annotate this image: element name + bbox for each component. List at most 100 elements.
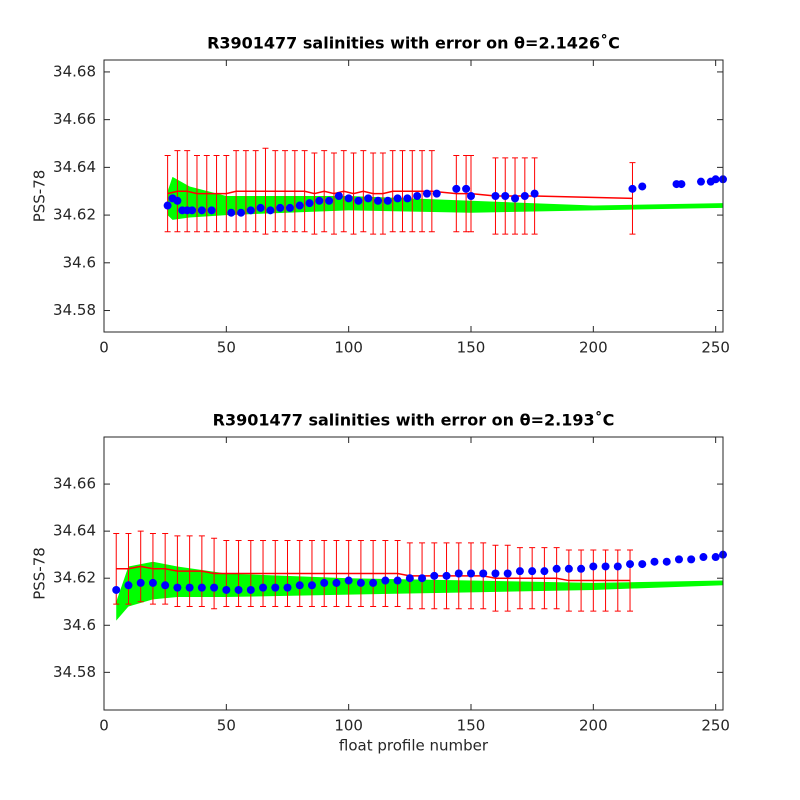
float-point [307, 581, 316, 590]
float-point [276, 203, 285, 212]
float-point [234, 585, 243, 594]
float-point [344, 576, 353, 585]
float-point [699, 553, 708, 562]
float-point [227, 208, 236, 217]
float-point [285, 203, 294, 212]
float-point [207, 206, 216, 215]
float-point [334, 192, 343, 200]
float-point [161, 581, 170, 590]
float-point [711, 175, 720, 184]
float-point [383, 196, 392, 205]
plot-content [163, 147, 727, 235]
float-point [320, 578, 329, 587]
float-point [422, 189, 431, 198]
float-point [552, 564, 561, 573]
chart-title: R3901477 salinities with error on θ=2.14… [207, 34, 620, 53]
float-point [540, 567, 549, 576]
y-tick-label: 34.6 [63, 616, 96, 634]
float-point [393, 576, 402, 585]
float-point [315, 196, 324, 205]
float-point [112, 585, 121, 594]
float-point [405, 574, 414, 583]
float-point [210, 583, 219, 592]
float-point [628, 184, 637, 193]
float-point [259, 583, 268, 592]
y-tick-label: 34.62 [53, 569, 96, 587]
float-point [381, 576, 390, 585]
calibrated-band [116, 561, 723, 621]
y-tick-label: 34.58 [53, 663, 96, 681]
float-point [354, 196, 363, 205]
float-point [173, 583, 182, 592]
x-tick-label: 50 [217, 339, 236, 357]
x-tick-label: 0 [99, 717, 109, 735]
y-tick-label: 34.68 [53, 62, 96, 80]
float-point [295, 201, 304, 210]
float-point [564, 564, 573, 573]
float-point [430, 571, 439, 580]
float-point [638, 182, 647, 191]
float-point [511, 194, 520, 203]
axes-frame [103, 436, 724, 711]
float-point [295, 581, 304, 590]
float-point [369, 578, 378, 587]
float-point [197, 206, 206, 215]
float-point [344, 194, 353, 203]
float-point [650, 557, 659, 566]
x-tick-label: 200 [579, 717, 608, 735]
y-tick-label: 34.66 [53, 475, 96, 493]
x-tick-label: 250 [701, 717, 730, 735]
float-point [246, 206, 255, 215]
x-tick-label: 150 [457, 339, 486, 357]
y-tick-label: 34.6 [63, 253, 96, 271]
float-point [454, 569, 463, 578]
float-point [418, 574, 427, 583]
float-point [442, 571, 451, 580]
float-point [452, 184, 461, 193]
float-point [403, 194, 412, 203]
float-point [364, 194, 373, 203]
calibrated-band [167, 176, 723, 220]
float-point [626, 560, 635, 569]
float-point [163, 201, 172, 210]
float-point [503, 569, 512, 578]
float-point [696, 177, 705, 186]
float-point [356, 578, 365, 587]
float-point [462, 184, 471, 193]
float-point [479, 569, 488, 578]
float-point [374, 196, 383, 205]
float-point [687, 555, 696, 564]
plot-content [112, 530, 727, 621]
float-point [638, 560, 647, 569]
float-point [271, 583, 280, 592]
float-point [432, 189, 441, 198]
float-point [501, 192, 510, 200]
x-axis-label: float profile number [339, 737, 489, 755]
float-point [222, 585, 231, 594]
float-point [677, 180, 686, 189]
float-point [601, 562, 610, 571]
float-point [283, 583, 292, 592]
float-point [515, 567, 524, 576]
float-point [124, 581, 133, 590]
axes-frame [103, 59, 724, 333]
float-point [528, 567, 537, 576]
x-tick-label: 200 [579, 339, 608, 357]
y-tick-label: 34.64 [53, 522, 96, 540]
y-axis-label: PSS-78 [31, 547, 49, 600]
float-point [136, 578, 145, 587]
float-point [148, 578, 157, 587]
float-point [197, 583, 206, 592]
float-point [662, 557, 671, 566]
float-point [266, 206, 275, 215]
x-tick-label: 50 [217, 717, 236, 735]
x-tick-label: 100 [334, 717, 363, 735]
x-tick-label: 250 [701, 339, 730, 357]
float-point [393, 194, 402, 203]
x-tick-label: 100 [334, 339, 363, 357]
float-point [491, 192, 500, 200]
float-point [577, 564, 586, 573]
float-point [711, 553, 720, 562]
mapped-line [116, 565, 631, 582]
